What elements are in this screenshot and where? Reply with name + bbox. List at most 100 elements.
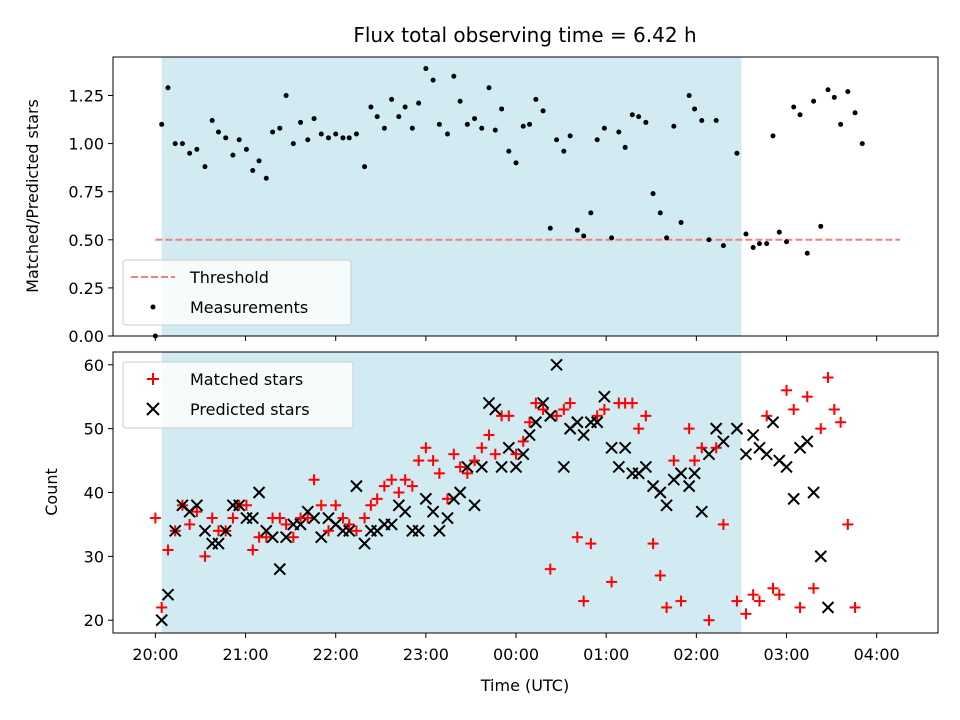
- count-panel-y-ticks: 20 30 40 50 60: [84, 356, 113, 630]
- x-stroke: [176, 499, 189, 512]
- x-tick-label: 00:00: [493, 645, 539, 664]
- predicted-star-point: [739, 447, 753, 461]
- measurement-point: [713, 117, 719, 123]
- predicted-star-point: [509, 460, 523, 474]
- measurement-point: [270, 129, 276, 135]
- legend-predicted-label: Predicted stars: [190, 400, 310, 419]
- matched-star-point: [683, 423, 695, 435]
- x-stroke: [766, 416, 780, 429]
- x-stroke: [489, 403, 502, 416]
- measurement-point: [852, 110, 858, 116]
- measurement-point: [318, 131, 324, 137]
- predicted-star-point: [639, 460, 653, 474]
- measurement-point: [734, 150, 740, 156]
- matched-star-point: [606, 576, 618, 588]
- measurement-point: [215, 129, 221, 135]
- x-tick-label: 22:00: [313, 645, 359, 664]
- predicted-star-point: [814, 550, 827, 563]
- predicted-star-point: [502, 441, 516, 455]
- x-stroke: [502, 441, 516, 455]
- measurement-point: [230, 152, 236, 158]
- predicted-star-point: [461, 460, 474, 474]
- matched-star-point: [274, 512, 286, 524]
- measurement-point: [764, 241, 770, 247]
- legend-measurements-label: Measurements: [190, 298, 308, 317]
- x-stroke: [392, 499, 406, 512]
- predicted-star-point: [198, 524, 212, 538]
- x-stroke: [682, 479, 696, 493]
- matched-star-point: [696, 442, 708, 454]
- x-stroke: [746, 428, 760, 442]
- matched-star-point: [337, 512, 349, 524]
- matched-star-point: [302, 512, 314, 524]
- x-tick-label: 21:00: [222, 645, 268, 664]
- matched-star-point: [156, 601, 168, 613]
- matched-star-point: [442, 493, 454, 505]
- matched-star-point: [315, 499, 327, 511]
- measurement-point: [692, 106, 698, 112]
- x-axis-label: Time (UTC): [480, 676, 569, 695]
- x-stroke: [385, 518, 398, 531]
- matched-star-point: [815, 423, 827, 435]
- measurement-point: [396, 114, 402, 120]
- matched-star-point: [287, 531, 299, 543]
- predicted-star-point: [190, 499, 204, 512]
- matched-star-point: [773, 589, 785, 601]
- y-tick-label: 20: [84, 611, 104, 630]
- measurement-point: [472, 116, 478, 122]
- measurement-point: [533, 96, 539, 102]
- measurement-point: [776, 229, 782, 235]
- predicted-star-point: [517, 447, 530, 461]
- x-stroke: [577, 428, 590, 442]
- legend-threshold-label: Threshold: [189, 268, 269, 287]
- measurement-point: [622, 144, 628, 150]
- x-stroke: [468, 499, 481, 512]
- measurement-point: [416, 100, 422, 106]
- predicted-star-point: [273, 562, 287, 576]
- predicted-star-point: [660, 499, 673, 512]
- matched-star-point: [626, 397, 638, 409]
- matched-star-point: [585, 538, 597, 550]
- predicted-star-point: [760, 447, 773, 461]
- x-stroke: [315, 530, 328, 544]
- count-panel: 20:00 21:00 22:00 23:00 00:00 01:00 02:00 03:00…: [42, 351, 939, 695]
- predicted-star-point: [343, 524, 356, 538]
- matched-star-point: [406, 480, 418, 492]
- predicted-star-point: [475, 460, 488, 474]
- x-stroke: [517, 447, 530, 461]
- x-stroke: [155, 614, 168, 627]
- x-stroke: [646, 479, 660, 493]
- x-tick-label: 20:00: [132, 645, 178, 664]
- measurement-point: [374, 114, 380, 120]
- predicted-star-point: [398, 505, 412, 518]
- x-tick-label: 23:00: [403, 645, 449, 664]
- x-stroke: [739, 447, 753, 461]
- measurement-point: [601, 125, 607, 131]
- x-stroke: [660, 499, 673, 512]
- measurement-point: [743, 231, 749, 237]
- predicted-star-point: [730, 422, 744, 435]
- measurement-point: [686, 92, 692, 98]
- predicted-star-point: [468, 499, 481, 512]
- measurement-point: [243, 146, 249, 152]
- y-tick-label: 50: [84, 420, 104, 439]
- measurement-point: [451, 73, 457, 79]
- matched-star-point: [753, 595, 765, 607]
- matched-star-point: [767, 582, 779, 594]
- matched-star-point: [640, 410, 652, 422]
- x-stroke: [571, 416, 584, 429]
- matched-star-point: [454, 461, 466, 473]
- x-stroke: [358, 537, 371, 550]
- matched-star-point: [524, 416, 536, 428]
- x-stroke: [343, 524, 356, 538]
- matched-star-point: [330, 499, 342, 511]
- x-tick-label: 01:00: [583, 645, 629, 664]
- matched-star-point: [371, 493, 383, 505]
- measurement-point: [436, 121, 442, 127]
- matched-star-point: [571, 531, 583, 543]
- x-stroke: [301, 505, 314, 518]
- x-stroke: [433, 524, 446, 538]
- x-stroke: [688, 467, 701, 480]
- matched-star-point: [578, 595, 590, 607]
- predicted-star-point: [536, 396, 550, 410]
